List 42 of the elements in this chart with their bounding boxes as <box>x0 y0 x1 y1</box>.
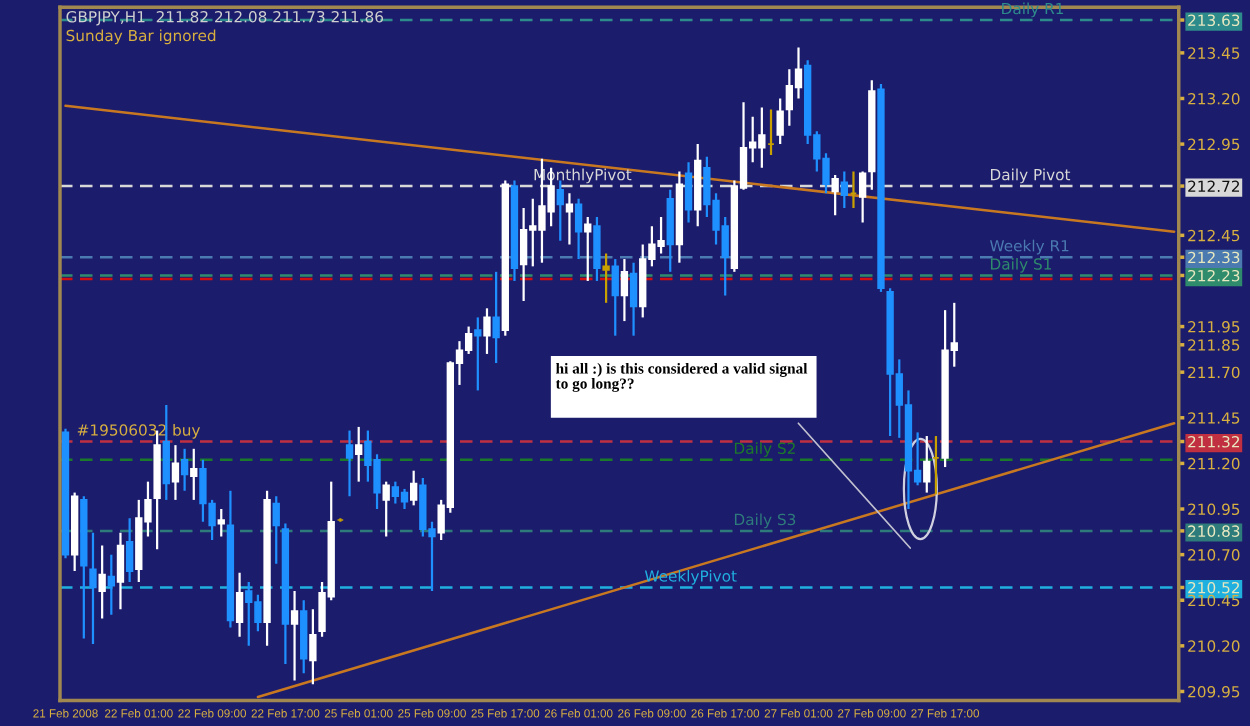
candlestick <box>391 480 400 505</box>
candlestick <box>464 325 473 356</box>
candlestick <box>831 174 839 217</box>
candlestick <box>89 531 97 646</box>
candlestick <box>593 215 601 283</box>
candlestick <box>602 252 610 304</box>
candlestick <box>923 434 931 494</box>
candlestick <box>611 257 619 337</box>
candlestick <box>574 197 583 261</box>
candlestick <box>355 425 363 483</box>
candlestick <box>300 599 308 675</box>
candlestick <box>235 571 244 638</box>
candlestick <box>519 206 528 303</box>
candlestick <box>382 480 390 538</box>
candlestick <box>400 487 409 511</box>
candlestick <box>290 590 299 682</box>
candlestick <box>98 544 106 620</box>
candlestick <box>629 261 638 337</box>
candlestick <box>785 68 794 127</box>
candlestick <box>684 161 693 224</box>
candlestick <box>492 270 500 365</box>
candlestick <box>483 307 491 356</box>
candlestick <box>272 495 280 565</box>
candlestick <box>180 447 189 492</box>
candlestick <box>776 97 784 146</box>
candlestick <box>840 170 848 210</box>
candlestick <box>116 531 125 611</box>
candlestick <box>162 403 170 501</box>
candlestick <box>345 429 354 498</box>
candlestick <box>666 188 674 273</box>
candlestick <box>171 444 180 501</box>
candlestick <box>620 257 629 323</box>
candlestick <box>584 215 592 283</box>
candlestick <box>565 192 574 246</box>
candlestick <box>107 553 115 616</box>
candlestick <box>309 608 317 686</box>
candlestick <box>125 517 134 584</box>
candlestick <box>858 170 867 224</box>
candlestick <box>190 447 198 501</box>
candlestick <box>217 507 225 538</box>
candlestick <box>409 469 418 507</box>
candlestick <box>474 316 482 392</box>
